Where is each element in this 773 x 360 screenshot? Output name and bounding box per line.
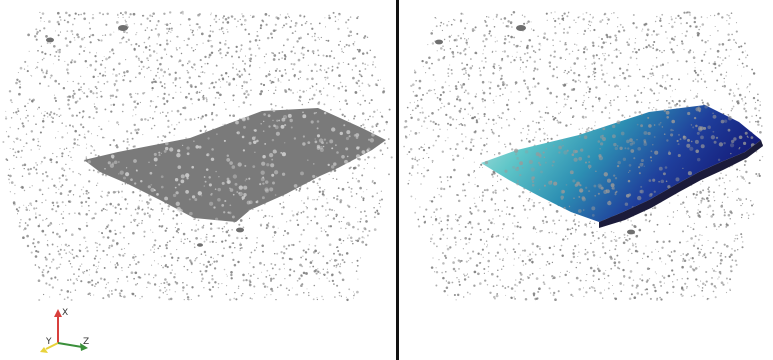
y-axis-arrowhead: [40, 347, 48, 353]
z-axis-arrowhead: [80, 343, 88, 351]
point-cluster: [435, 39, 443, 45]
left-ground-surface: [84, 108, 386, 222]
point-cluster: [46, 37, 54, 43]
right-viewport[interactable]: [399, 0, 773, 360]
point-cluster: [197, 243, 203, 247]
axis-label-y: Y: [45, 337, 52, 347]
axis-label-z: Z: [83, 337, 89, 347]
point-cluster: [516, 25, 526, 31]
x-axis-arrowhead: [54, 309, 62, 317]
point-cluster: [118, 25, 128, 31]
viewport-divider[interactable]: [396, 0, 399, 360]
axis-label-x: X: [62, 308, 68, 318]
left-ground-surface-texture: [87, 109, 375, 221]
y-axis-line: [45, 342, 59, 350]
right-point-cloud-render[interactable]: [399, 0, 773, 360]
left-viewport[interactable]: [0, 0, 396, 360]
point-cluster: [627, 229, 635, 235]
right-colored-surface: [481, 105, 761, 222]
surface-edge-shadow: [599, 140, 763, 228]
left-point-cloud-render[interactable]: [0, 0, 396, 360]
orientation-axes-icon: X Y Z: [40, 308, 89, 353]
z-axis-line: [57, 342, 83, 348]
point-cluster: [236, 227, 244, 233]
right-colored-surface-texture: [484, 105, 755, 217]
